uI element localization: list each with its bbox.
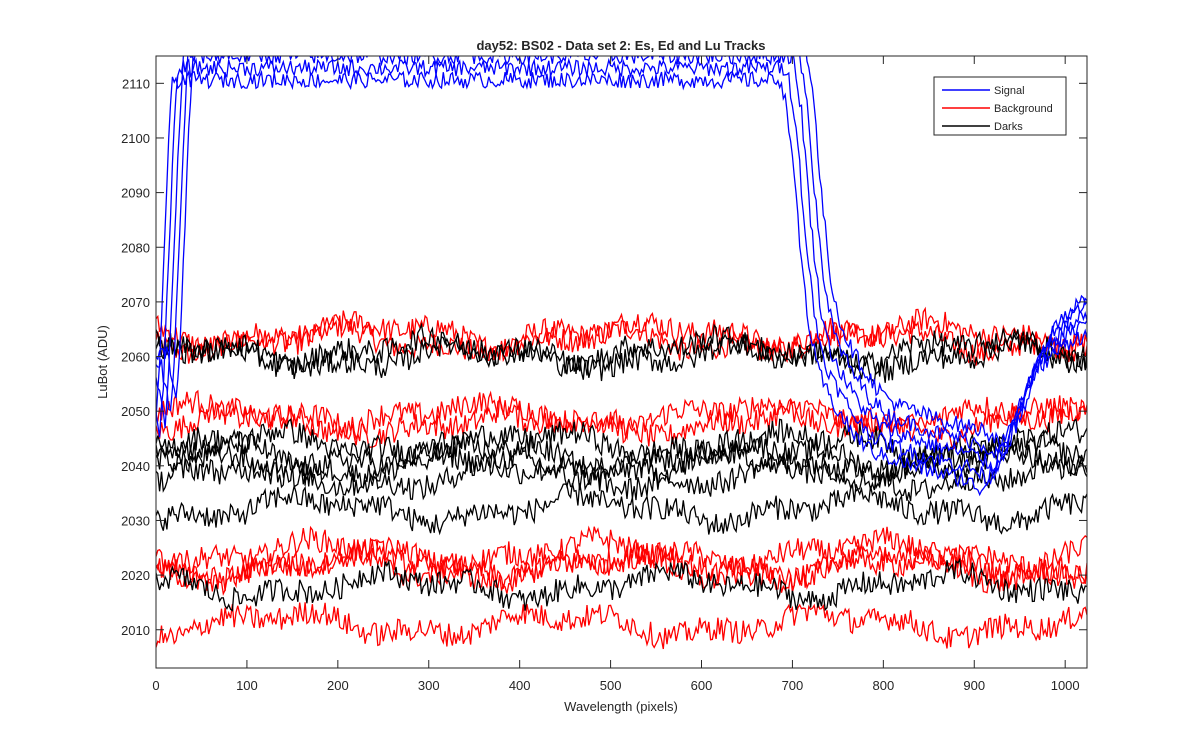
x-tick-label: 200 — [327, 678, 349, 693]
darks-series-6 — [156, 451, 1087, 502]
darks-series-7 — [156, 482, 1087, 536]
y-tick-label: 2060 — [121, 350, 150, 365]
x-tick-label: 700 — [782, 678, 804, 693]
y-axis-label: LuBot (ADU) — [95, 325, 110, 399]
legend-label-darks: Darks — [994, 121, 1023, 133]
y-tick-label: 2040 — [121, 459, 150, 474]
signal-series-5 — [156, 56, 1087, 449]
x-axis: 0 100 200 300 400 500 600 700 800 900 1000 — [152, 56, 1080, 693]
x-axis-label: Wavelength (pixels) — [564, 699, 678, 714]
y-tick-label: 2090 — [121, 186, 150, 201]
darks-series-1 — [156, 322, 1087, 378]
y-axis: 2010 2020 2030 2040 2050 2060 2070 2080 2090 2100… — [121, 76, 1087, 638]
y-tick-label: 2070 — [121, 295, 150, 310]
y-tick-label: 2110 — [122, 76, 150, 91]
background-series-1 — [156, 315, 1087, 366]
darks-series-8 — [156, 557, 1087, 612]
y-tick-label: 2030 — [121, 513, 150, 528]
y-tick-label: 2020 — [121, 568, 150, 583]
series-layer — [156, 56, 1087, 650]
signal-series-3 — [156, 56, 1087, 472]
x-tick-label: 300 — [418, 678, 440, 693]
legend-label-signal: Signal — [994, 85, 1025, 97]
x-tick-label: 100 — [236, 678, 258, 693]
x-tick-label: 600 — [691, 678, 713, 693]
x-tick-label: 900 — [963, 678, 985, 693]
darks-series-3 — [156, 418, 1087, 471]
y-tick-label: 2080 — [121, 240, 150, 255]
x-tick-label: 800 — [872, 678, 894, 693]
background-series-5 — [156, 525, 1087, 580]
axes-frame — [155, 55, 1088, 669]
chart-title: day52: BS02 - Data set 2: Es, Ed and Lu … — [476, 38, 765, 53]
background-series-8 — [156, 602, 1087, 650]
legend-label-background: Background — [994, 103, 1053, 115]
x-tick-label: 400 — [509, 678, 531, 693]
x-tick-label: 500 — [600, 678, 622, 693]
signal-series-2 — [156, 57, 1087, 486]
signal-series-4 — [156, 56, 1087, 459]
background-series-7 — [156, 543, 1087, 597]
darks-series-2 — [156, 330, 1087, 385]
y-tick-label: 2100 — [121, 131, 150, 146]
background-series-2 — [156, 306, 1087, 364]
y-tick-label: 2050 — [121, 404, 150, 419]
legend: Signal Background Darks — [933, 76, 1067, 136]
x-tick-label: 0 — [152, 678, 159, 693]
x-tick-label: 1000 — [1051, 678, 1080, 693]
y-tick-label: 2010 — [121, 623, 150, 638]
